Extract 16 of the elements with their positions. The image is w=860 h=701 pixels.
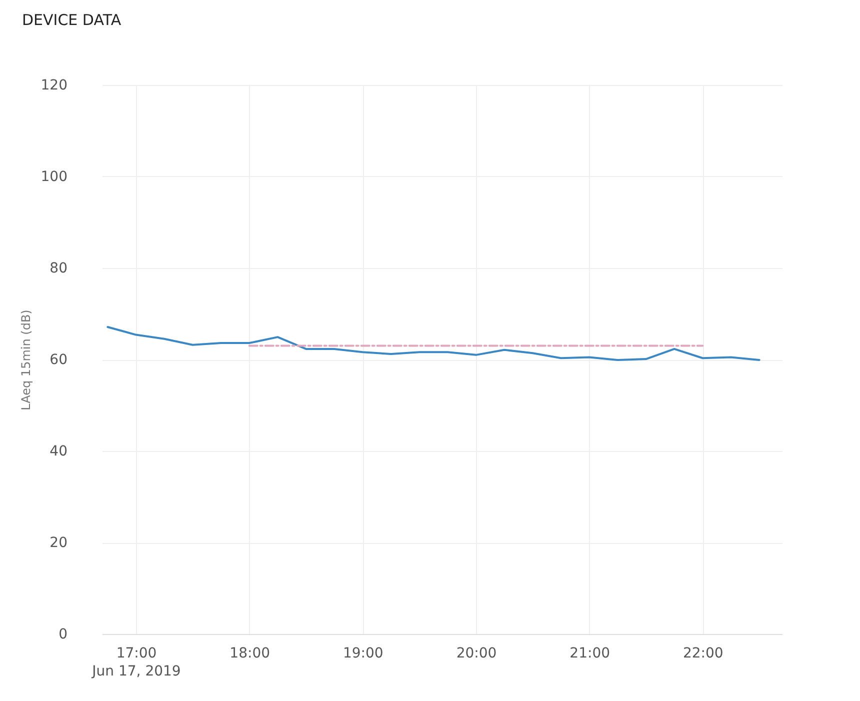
x-tick-label: 22:00 xyxy=(682,646,724,662)
y-tick-label: 40 xyxy=(50,444,68,460)
y-tick-label: 120 xyxy=(40,78,68,94)
y-tick-label: 100 xyxy=(40,169,68,185)
y-tick-label: 80 xyxy=(50,260,68,276)
y-axis-title: LAeq 15min (dB) xyxy=(18,310,33,410)
x-tick-label: 20:00 xyxy=(456,646,497,662)
x-tick-label: 21:00 xyxy=(570,646,610,662)
y-tick-label: 20 xyxy=(50,535,68,551)
chart-title: DEVICE DATA xyxy=(22,11,122,29)
x-tick-label: 17:00 Jun 17, 2019 xyxy=(91,646,181,680)
x-tick-label: 18:00 xyxy=(230,646,270,662)
y-tick-label: 0 xyxy=(58,626,68,642)
line-series xyxy=(106,326,760,361)
y-tick-label: 60 xyxy=(50,352,68,368)
x-tick-label: 19:00 xyxy=(342,646,384,662)
